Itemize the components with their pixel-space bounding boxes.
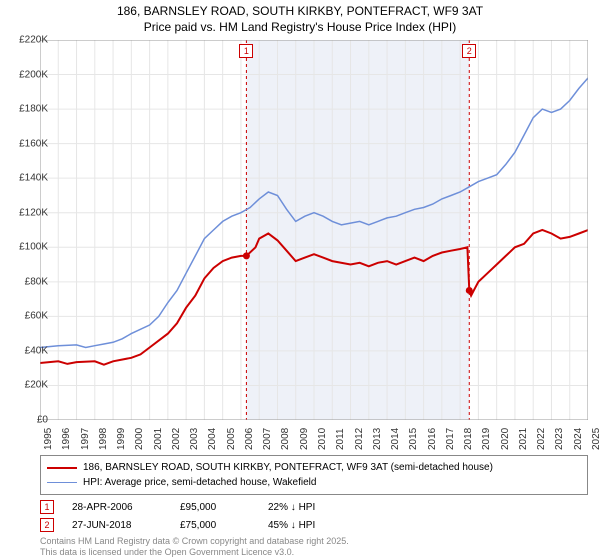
- sale-marker-1: 1: [239, 44, 253, 58]
- x-tick-label: 2025: [591, 428, 600, 450]
- y-tick-label: £80K: [25, 276, 48, 287]
- x-tick-label: 2021: [518, 428, 529, 450]
- x-tick-label: 2013: [372, 428, 383, 450]
- legend: 186, BARNSLEY ROAD, SOUTH KIRKBY, PONTEF…: [40, 455, 588, 495]
- plot-svg: [40, 40, 588, 420]
- y-tick-label: £140K: [19, 173, 48, 184]
- x-tick-label: 2011: [335, 428, 346, 450]
- sale-marker-2: 2: [462, 44, 476, 58]
- x-tick-label: 2014: [390, 428, 401, 450]
- annotation-date-1: 28-APR-2006: [72, 502, 162, 513]
- legend-label-price: 186, BARNSLEY ROAD, SOUTH KIRKBY, PONTEF…: [83, 460, 493, 475]
- y-tick-label: £100K: [19, 242, 48, 253]
- annotation-delta-2: 45% ↓ HPI: [268, 520, 315, 531]
- x-tick-label: 2016: [427, 428, 438, 450]
- x-tick-label: 2002: [171, 428, 182, 450]
- title-line-2: Price paid vs. HM Land Registry's House …: [0, 20, 600, 36]
- annotation-price-1: £95,000: [180, 502, 250, 513]
- x-tick-label: 1997: [80, 428, 91, 450]
- annotation-price-2: £75,000: [180, 520, 250, 531]
- chart-container: 186, BARNSLEY ROAD, SOUTH KIRKBY, PONTEF…: [0, 0, 600, 560]
- annotation-delta-1: 22% ↓ HPI: [268, 502, 315, 513]
- sale-annotations: 1 28-APR-2006 £95,000 22% ↓ HPI 2 27-JUN…: [40, 498, 315, 534]
- x-tick-label: 2015: [408, 428, 419, 450]
- x-tick-label: 2005: [226, 428, 237, 450]
- x-tick-label: 1996: [61, 428, 72, 450]
- chart-area: [40, 40, 588, 420]
- x-tick-label: 2000: [134, 428, 145, 450]
- x-tick-label: 1995: [43, 428, 54, 450]
- x-tick-label: 2007: [262, 428, 273, 450]
- x-tick-label: 2008: [280, 428, 291, 450]
- x-tick-label: 2003: [189, 428, 200, 450]
- x-tick-label: 2004: [207, 428, 218, 450]
- x-tick-label: 1999: [116, 428, 127, 450]
- x-tick-label: 1998: [98, 428, 109, 450]
- legend-label-hpi: HPI: Average price, semi-detached house,…: [83, 475, 316, 490]
- x-tick-label: 2024: [573, 428, 584, 450]
- annotation-row-2: 2 27-JUN-2018 £75,000 45% ↓ HPI: [40, 516, 315, 534]
- chart-title: 186, BARNSLEY ROAD, SOUTH KIRKBY, PONTEF…: [0, 0, 600, 35]
- y-tick-label: £40K: [25, 345, 48, 356]
- footer: Contains HM Land Registry data © Crown c…: [40, 536, 349, 558]
- footer-line-1: Contains HM Land Registry data © Crown c…: [40, 536, 349, 547]
- x-tick-label: 2019: [481, 428, 492, 450]
- x-tick-label: 2018: [463, 428, 474, 450]
- annotation-date-2: 27-JUN-2018: [72, 520, 162, 531]
- x-tick-label: 2017: [445, 428, 456, 450]
- y-tick-label: £160K: [19, 138, 48, 149]
- legend-swatch-hpi: [47, 482, 77, 483]
- title-line-1: 186, BARNSLEY ROAD, SOUTH KIRKBY, PONTEF…: [0, 4, 600, 20]
- footer-line-2: This data is licensed under the Open Gov…: [40, 547, 349, 558]
- y-tick-label: £200K: [19, 69, 48, 80]
- y-tick-label: £180K: [19, 104, 48, 115]
- y-tick-label: £120K: [19, 207, 48, 218]
- annotation-marker-2: 2: [40, 518, 54, 532]
- legend-swatch-price: [47, 467, 77, 469]
- x-tick-label: 2010: [317, 428, 328, 450]
- y-tick-label: £20K: [25, 380, 48, 391]
- legend-item-hpi: HPI: Average price, semi-detached house,…: [47, 475, 581, 490]
- x-tick-label: 2006: [244, 428, 255, 450]
- annotation-marker-1: 1: [40, 500, 54, 514]
- legend-item-price: 186, BARNSLEY ROAD, SOUTH KIRKBY, PONTEF…: [47, 460, 581, 475]
- y-tick-label: £0: [37, 415, 48, 426]
- x-tick-label: 2023: [554, 428, 565, 450]
- x-tick-label: 2012: [354, 428, 365, 450]
- x-tick-label: 2009: [299, 428, 310, 450]
- x-tick-label: 2001: [153, 428, 164, 450]
- annotation-row-1: 1 28-APR-2006 £95,000 22% ↓ HPI: [40, 498, 315, 516]
- y-tick-label: £60K: [25, 311, 48, 322]
- x-tick-label: 2020: [500, 428, 511, 450]
- x-tick-label: 2022: [536, 428, 547, 450]
- y-tick-label: £220K: [19, 35, 48, 46]
